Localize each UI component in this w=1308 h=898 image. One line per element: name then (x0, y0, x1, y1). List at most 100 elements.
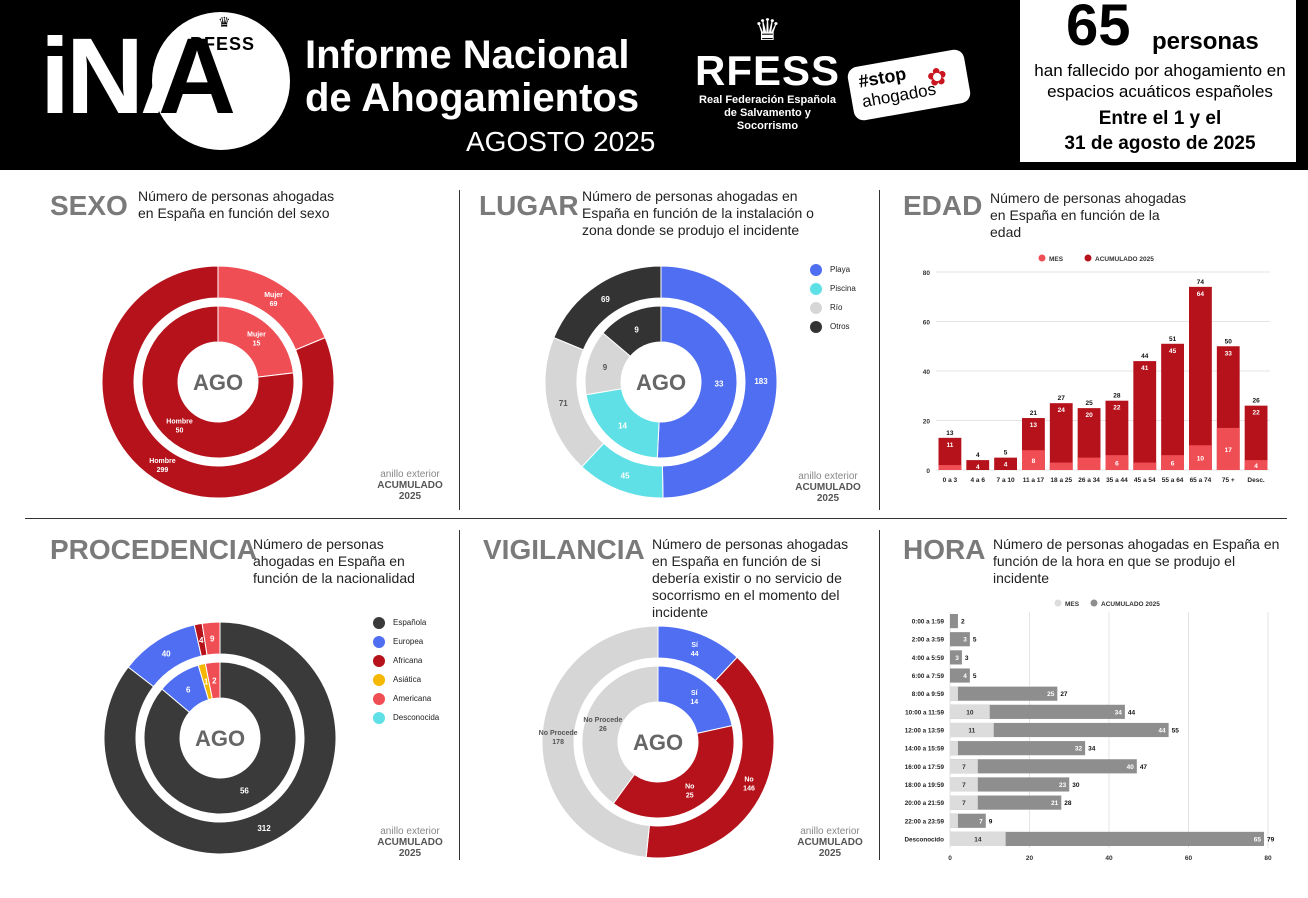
bar-inner-label: 11 (946, 442, 953, 449)
slice-value-label: 14 (618, 421, 627, 430)
slice-category-label: Sí (691, 642, 699, 649)
bar-acumulado (950, 650, 962, 665)
legend-swatch (810, 263, 822, 276)
bar-acumulado (1077, 408, 1101, 470)
bar-inner-label: 13 (1030, 422, 1038, 429)
slice-value-label: 146 (743, 785, 755, 792)
slice-value-label: 2 (212, 676, 217, 685)
legend-item: Americana (373, 689, 439, 708)
bar-acumulado (1244, 405, 1268, 470)
donut-slice (204, 661, 221, 700)
bar-inner-label: 20 (1085, 412, 1093, 419)
slice-category-label: Mujer (247, 332, 266, 339)
x-tick-label: 7 a 10 (997, 477, 1015, 484)
bar-mes (950, 795, 978, 810)
lugar-description: Número de personas ahogadas en España en… (582, 188, 814, 238)
bar-mes (1077, 457, 1101, 470)
report-month: AGOSTO 2025 (466, 126, 656, 157)
bar-total-label: 34 (1088, 746, 1096, 753)
bar-inner-label: 64 (1197, 291, 1205, 298)
legend-swatch (1054, 599, 1062, 607)
legend-swatch (373, 635, 385, 648)
y-tick-label: 2:00 a 3:59 (912, 637, 945, 644)
x-tick-label: 65 a 74 (1190, 477, 1212, 484)
y-tick-label: 4:00 a 5:59 (912, 655, 945, 662)
bar-inner-label: 23 (1059, 782, 1067, 789)
legend-swatch (373, 654, 385, 667)
center-month-label: AGO (636, 370, 686, 395)
slice-value-label: 299 (157, 467, 169, 474)
bar-inner-label: 22 (1252, 410, 1260, 417)
legend-swatch (373, 673, 385, 686)
donut-slice (602, 305, 662, 357)
legend-swatch (373, 711, 385, 724)
slice-value-label: 45 (621, 471, 630, 480)
y-tick-label: 14:00 a 15:59 (905, 746, 945, 753)
legend-label: Asiática (393, 675, 422, 684)
legend-item: Africana (373, 651, 439, 670)
y-tick-label: 8:00 a 9:59 (912, 691, 945, 698)
stat-number: 65 (1066, 0, 1131, 58)
bar-total-label: 47 (1140, 764, 1148, 771)
donut-center (182, 700, 258, 776)
bar-inner-label: 3 (963, 637, 967, 644)
ina-logo-brand: RFESS (190, 34, 256, 54)
divider (879, 190, 880, 510)
legend-label: ACUMULADO 2025 (1095, 256, 1154, 263)
bar-total-label: 28 (1064, 800, 1072, 807)
legend-label: Piscina (830, 284, 856, 293)
outer-ring-note: anillo exterior ACUMULADO 2025 (797, 826, 863, 859)
y-tick-label: 12:00 a 13:59 (905, 728, 945, 735)
slice-value-label: 9 (603, 363, 608, 372)
bar-inner-label: 22 (1113, 405, 1121, 412)
procedencia-description: Número de personas ahogadas en España en… (253, 536, 415, 586)
x-tick-label: 0 a 3 (943, 477, 958, 484)
vigilancia-title: VIGILANCIA (483, 534, 645, 565)
legend-label: Desconocida (393, 713, 440, 722)
bar-total-label: 5 (1004, 450, 1008, 457)
y-tick-label: 16:00 a 17:59 (905, 764, 945, 771)
legend-item: Desconocida (373, 708, 439, 727)
stop-ahogados-badge: #stop ahogados ✿ (846, 48, 972, 122)
bar-mes (950, 831, 1006, 847)
center-month-label: AGO (195, 726, 245, 751)
outer-ring-note: anillo exterior ACUMULADO 2025 (377, 469, 443, 502)
bar-acumulado (950, 704, 1125, 719)
donut-slice (201, 621, 221, 656)
bar-acumulado (950, 722, 1169, 738)
hora-description: Número de personas ahogadas en España en… (993, 536, 1280, 586)
bar-acumulado (1105, 400, 1129, 470)
slice-value-label: 50 (176, 427, 184, 434)
sexo-donut-chart: Mujer 69 Hombre 299 Mujer 15 Hombre 50 AGO (101, 265, 335, 499)
bar-mes (1189, 445, 1212, 470)
donut-center (620, 704, 696, 780)
slice-category-label: Mujer (264, 292, 283, 299)
legend-label: Española (393, 618, 427, 627)
lugar-donut-chart: 183 45 71 69 33 14 9 9 AGO (544, 265, 778, 499)
donut-slice (101, 265, 335, 499)
bar-inner-label: 33 (1225, 350, 1233, 357)
y-tick-label: 80 (923, 270, 931, 277)
bar-total-label: 27 (1058, 395, 1066, 402)
bar-mes (950, 777, 978, 792)
bar-total-label: 9 (989, 818, 993, 825)
bar-total-label: 79 (1267, 836, 1275, 843)
legend-swatch (810, 301, 822, 314)
bar-total-label: 13 (946, 430, 954, 437)
x-tick-label: 45 a 54 (1134, 477, 1156, 484)
bar-inner-label: 32 (1075, 746, 1083, 753)
bar-total-label: 27 (1060, 691, 1068, 698)
donut-slice (553, 265, 662, 351)
bar-inner-label: 4 (963, 673, 967, 680)
x-tick-label: 0 (948, 855, 952, 862)
bar-mes (950, 704, 990, 719)
report-title: Informe Nacional de Ahogamientos (305, 33, 640, 120)
bar-mes (950, 741, 958, 756)
slice-value-label: 9 (634, 325, 639, 334)
legend-label: Río (830, 303, 843, 312)
slice-category-label: No (744, 776, 753, 783)
bar-mes (1105, 455, 1129, 470)
bar-inner-label: 4 (976, 464, 980, 471)
legend-item: Española (373, 613, 439, 632)
slice-category-label: No Procede (539, 730, 578, 737)
